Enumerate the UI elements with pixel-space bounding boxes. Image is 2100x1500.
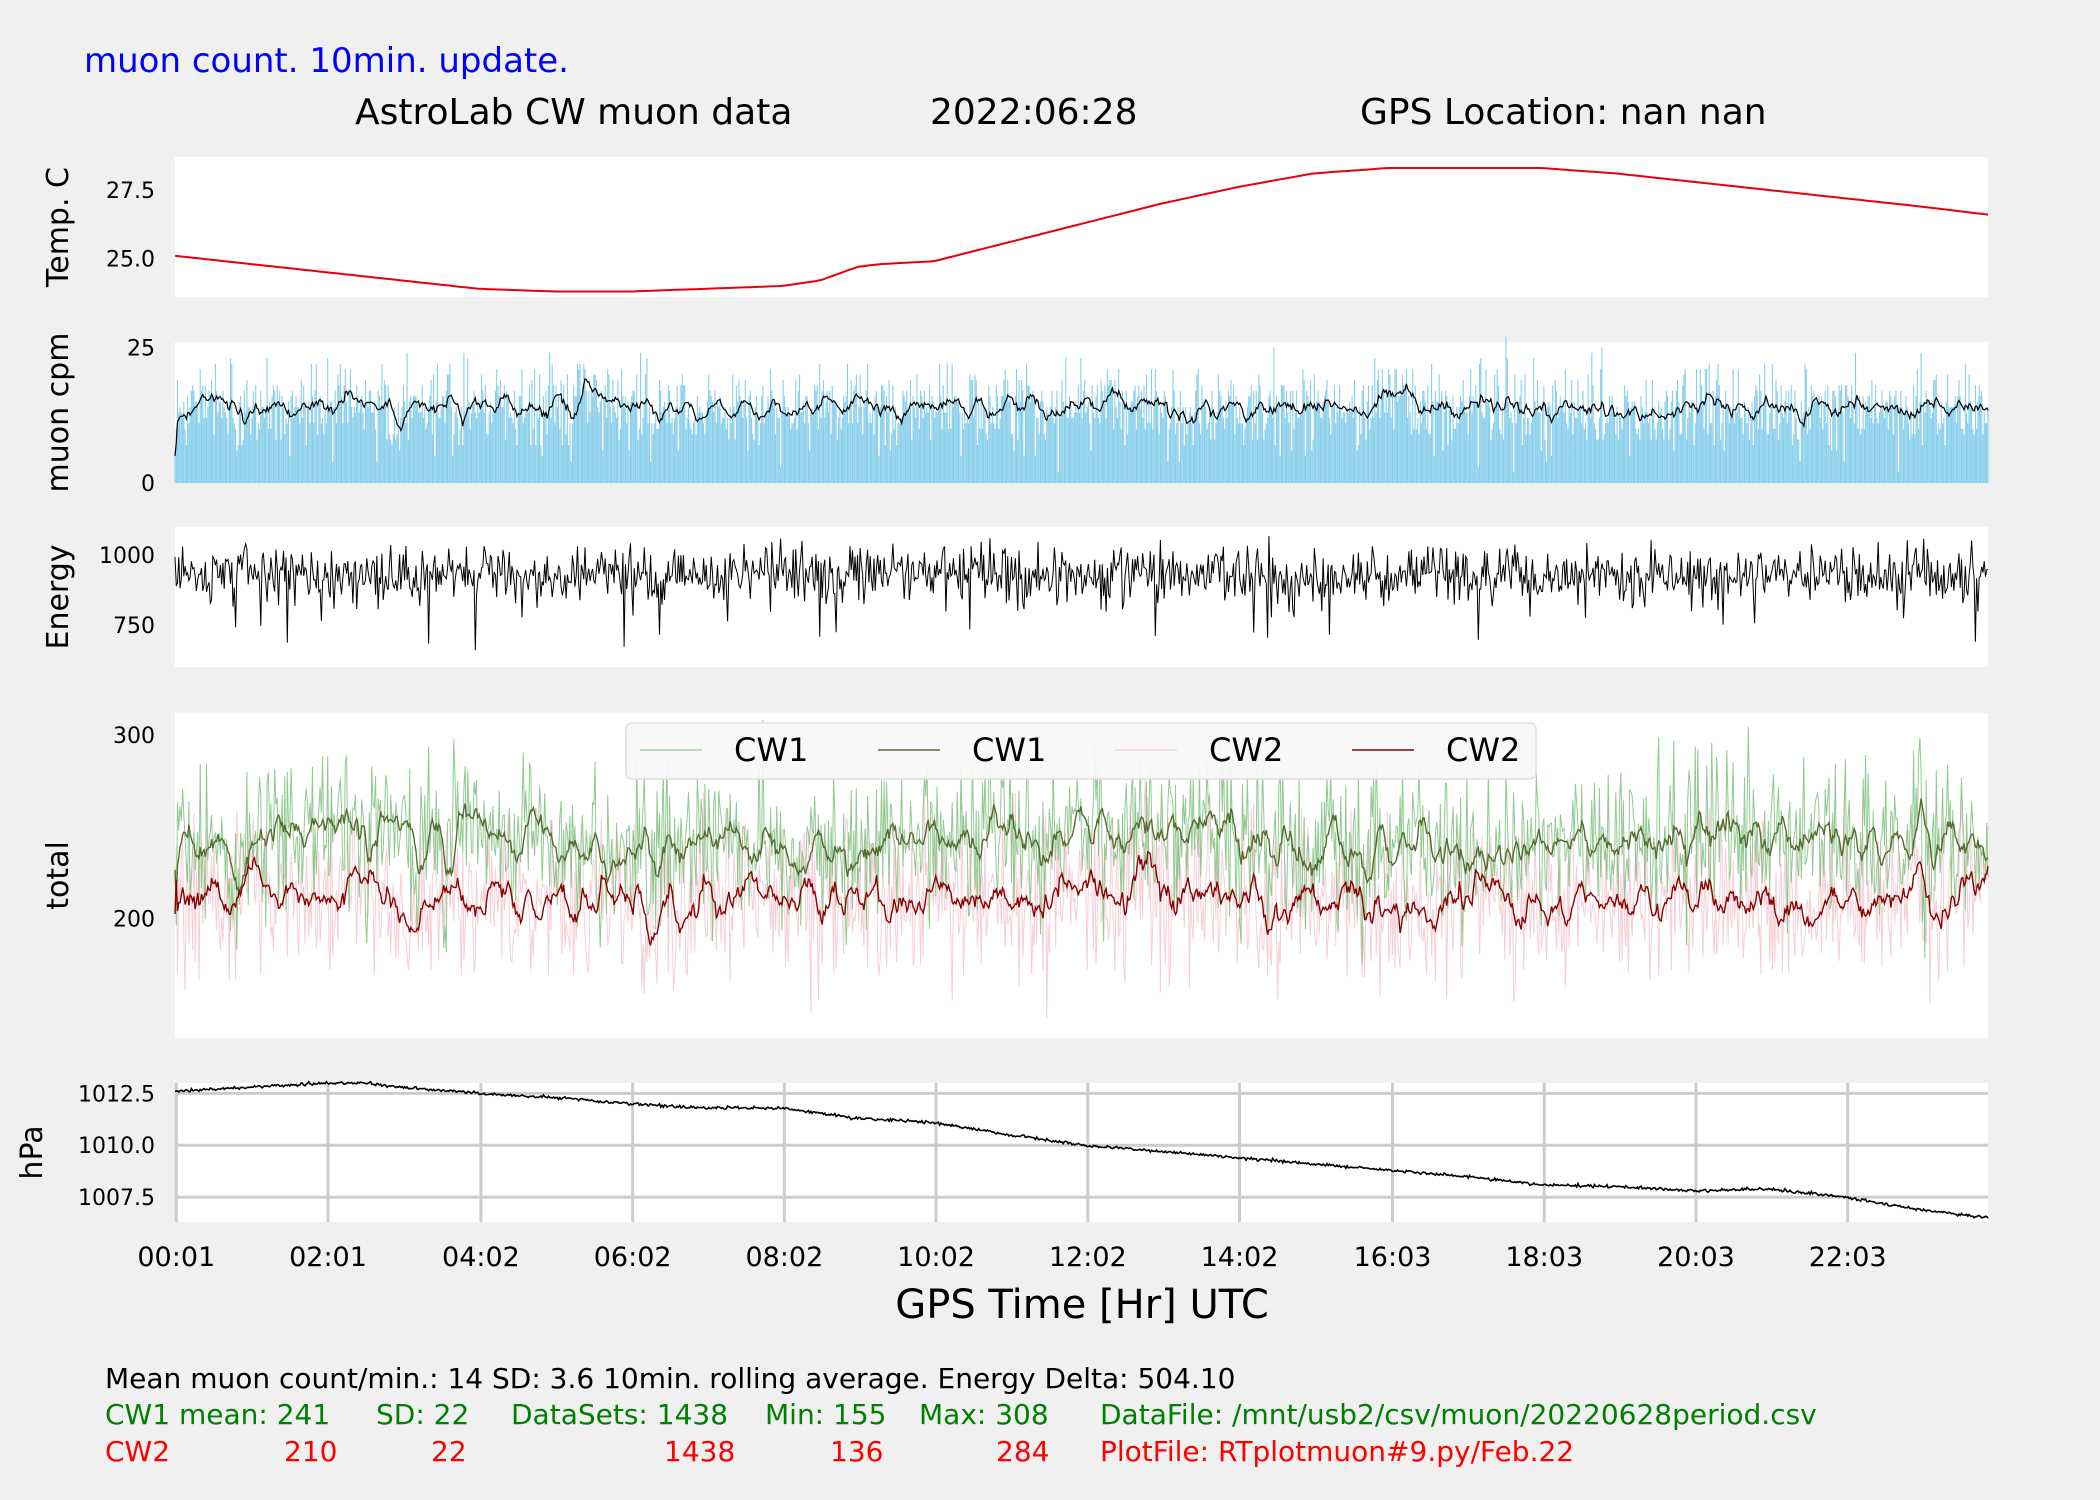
cw1-mean: CW1 mean: 241: [105, 1398, 330, 1431]
cw1-rolling-line: [174, 798, 1989, 898]
x-tick-label: 22:03: [1809, 1242, 1887, 1273]
muon-count-bars: [174, 336, 1989, 483]
update-note: muon count. 10min. update.: [84, 41, 569, 81]
total-y-axis-label: total: [41, 841, 76, 910]
cw1-datasets: DataSets: 1438: [511, 1398, 728, 1431]
temp-y-tick-label: 27.5: [106, 179, 155, 204]
energy-y-tick-label: 1000: [99, 544, 155, 569]
energy-line: [174, 536, 1989, 651]
muon-y-tick-label: 25: [127, 336, 155, 361]
hpa-y-tick-label: 1007.5: [78, 1186, 155, 1211]
total-panel: 200 300 total CW1 CW1 CW2 CW2: [41, 713, 1989, 1038]
cw2-datasets: 1438: [664, 1435, 735, 1468]
cw1-max: Max: 308: [919, 1398, 1049, 1431]
x-tick-label: 12:02: [1049, 1242, 1127, 1273]
temp-plot-area: [175, 157, 1988, 297]
cw2-max: 284: [996, 1435, 1049, 1468]
x-tick-label: 14:02: [1201, 1242, 1279, 1273]
temp-y-tick-label: 25.0: [106, 248, 155, 273]
temp-y-axis-label: Temp. C: [41, 167, 76, 288]
x-tick-label: 08:02: [745, 1242, 823, 1273]
footer-cw2-row: CW2 210 22 1438 136 284 PlotFile: RTplot…: [105, 1435, 1574, 1468]
cw2-min: 136: [830, 1435, 883, 1468]
muon-y-axis-label: muon cpm: [41, 333, 76, 493]
energy-panel: 750 1000 Energy: [41, 527, 1989, 667]
legend-box: [625, 722, 1537, 780]
cw2-mean: 210: [284, 1435, 337, 1468]
legend-label-4: CW2: [1446, 731, 1520, 769]
pressure-line: [174, 1080, 1989, 1220]
total-y-tick-label: 200: [113, 908, 155, 933]
muon-rolling-average-line: [174, 378, 1989, 456]
x-tick-label: 18:03: [1505, 1242, 1583, 1273]
legend-label-2: CW1: [972, 731, 1046, 769]
x-axis-label: GPS Time [Hr] UTC: [895, 1282, 1269, 1328]
total-legend: CW1 CW1 CW2 CW2: [625, 722, 1537, 780]
x-tick-label: 10:02: [897, 1242, 975, 1273]
x-tick-label: 20:03: [1657, 1242, 1735, 1273]
hpa-y-tick-label: 1012.5: [78, 1082, 155, 1107]
x-tick-label: 00:01: [137, 1242, 215, 1273]
x-tick-label: 04:02: [442, 1242, 520, 1273]
hpa-y-tick-label: 1010.0: [78, 1134, 155, 1159]
cw2-rolling-line: [174, 850, 1989, 946]
x-tick-label: 06:02: [594, 1242, 672, 1273]
plot-file: PlotFile: RTplotmuon#9.py/Feb.22: [1100, 1435, 1574, 1468]
hpa-plot-area: [175, 1083, 1988, 1222]
muon-cpm-panel: 0 25 muon cpm: [41, 333, 1989, 497]
cw2-label: CW2: [105, 1435, 170, 1468]
cw1-raw-line: [174, 720, 1989, 964]
x-tick-label: 02:01: [289, 1242, 367, 1273]
energy-plot-area: [175, 527, 1988, 667]
temperature-line: [174, 167, 1989, 293]
footer-cw1-row: CW1 mean: 241 SD: 22 DataSets: 1438 Min:…: [105, 1398, 1817, 1431]
temperature-panel: 25.0 27.5 Temp. C: [41, 157, 1989, 297]
legend-label-1: CW1: [734, 731, 808, 769]
chart-date: 2022:06:28: [930, 92, 1138, 133]
legend-label-3: CW2: [1209, 731, 1283, 769]
gps-location: GPS Location: nan nan: [1360, 92, 1767, 133]
chart-title: AstroLab CW muon data: [355, 92, 792, 133]
energy-y-axis-label: Energy: [41, 544, 76, 649]
energy-y-tick-label: 750: [113, 614, 155, 639]
cw2-sd: 22: [431, 1435, 467, 1468]
cw1-min: Min: 155: [765, 1398, 886, 1431]
hpa-y-axis-label: hPa: [15, 1125, 50, 1179]
pressure-panel: 1007.5 1010.0 1012.5 hPa 00:01 02:01 04:02 06:0…: [15, 1080, 1989, 1273]
muon-y-tick-label: 0: [141, 472, 155, 497]
footer-muon-stats: Mean muon count/min.: 14 SD: 3.6 10min. …: [105, 1362, 1235, 1395]
data-file: DataFile: /mnt/usb2/csv/muon/20220628per…: [1100, 1398, 1817, 1431]
x-tick-label: 16:03: [1354, 1242, 1432, 1273]
muon-plot-area: [175, 342, 1988, 483]
cw1-sd: SD: 22: [376, 1398, 469, 1431]
total-y-tick-label: 300: [113, 724, 155, 749]
